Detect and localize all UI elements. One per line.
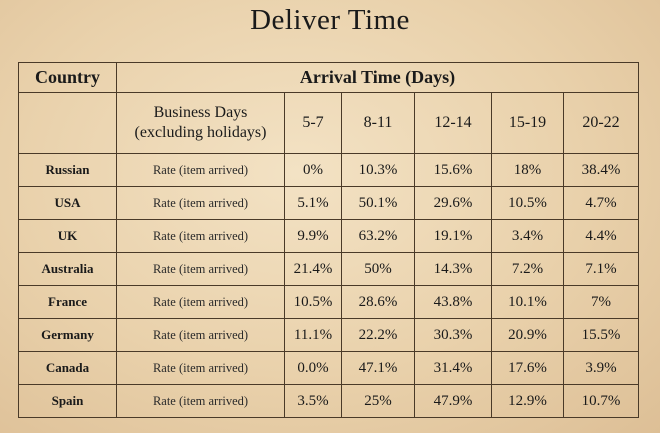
rate-value-cell: 10.5%	[284, 285, 342, 319]
rate-label-cell: Rate (item arrived)	[116, 318, 285, 352]
rate-label-cell: Rate (item arrived)	[116, 252, 285, 286]
range-header: 20-22	[562, 92, 640, 154]
rate-value-cell: 20.9%	[491, 318, 564, 352]
rate-value-cell: 3.4%	[491, 219, 564, 253]
rate-value-cell: 38.4%	[562, 153, 640, 187]
table-row: France Rate (item arrived) 10.5% 28.6% 43.8%…	[18, 285, 640, 319]
rate-value-cell: 7.2%	[491, 252, 564, 286]
business-days-line1: Business Days	[153, 104, 248, 121]
rate-label-cell: Rate (item arrived)	[116, 153, 285, 187]
rate-value-cell: 18%	[491, 153, 564, 187]
rate-value-cell: 0.0%	[284, 351, 342, 385]
rate-value-cell: 29.6%	[414, 186, 492, 220]
table-body: Russian Rate (item arrived) 0% 10.3% 15.6% 18…	[18, 153, 640, 418]
delivery-time-table: Country Arrival Time (Days) Business Day…	[18, 62, 640, 418]
rate-value-cell: 15.5%	[562, 318, 640, 352]
country-cell: France	[18, 285, 117, 319]
rate-value-cell: 3.5%	[284, 384, 342, 418]
range-header: 12-14	[414, 92, 492, 154]
rate-value-cell: 7.1%	[562, 252, 640, 286]
rate-value-cell: 10.1%	[491, 285, 564, 319]
rate-value-cell: 4.4%	[562, 219, 640, 253]
country-cell: Germany	[18, 318, 117, 352]
rate-label-cell: Rate (item arrived)	[116, 384, 285, 418]
rate-value-cell: 3.9%	[562, 351, 640, 385]
rate-label-cell: Rate (item arrived)	[116, 219, 285, 253]
rate-value-cell: 63.2%	[341, 219, 415, 253]
arrival-time-header: Arrival Time (Days)	[115, 62, 640, 93]
rate-label-cell: Rate (item arrived)	[116, 351, 285, 385]
table-row: Canada Rate (item arrived) 0.0% 47.1% 31.4% 1…	[18, 351, 640, 385]
country-cell: Spain	[18, 384, 117, 418]
page-title: Deliver Time	[250, 4, 410, 36]
rate-value-cell: 31.4%	[414, 351, 492, 385]
rate-value-cell: 7%	[562, 285, 640, 319]
country-cell: UK	[18, 219, 117, 253]
rate-value-cell: 50.1%	[341, 186, 415, 220]
rate-value-cell: 10.3%	[341, 153, 415, 187]
table-row: Spain Rate (item arrived) 3.5% 25% 47.9% 12.9…	[18, 384, 640, 418]
rate-value-cell: 10.5%	[491, 186, 564, 220]
range-header: 15-19	[491, 92, 564, 154]
rate-value-cell: 14.3%	[414, 252, 492, 286]
rate-value-cell: 28.6%	[341, 285, 415, 319]
rate-value-cell: 47.9%	[414, 384, 492, 418]
country-cell: Australia	[18, 252, 117, 286]
rate-value-cell: 4.7%	[562, 186, 640, 220]
subheader-row: Business Days (excluding holidays) 5-7 8…	[18, 92, 640, 154]
rate-value-cell: 25%	[341, 384, 415, 418]
rate-value-cell: 0%	[284, 153, 342, 187]
rate-value-cell: 15.6%	[414, 153, 492, 187]
business-days-line2: (excluding holidays)	[134, 124, 267, 141]
rate-value-cell: 10.7%	[562, 384, 640, 418]
table-row: Australia Rate (item arrived) 21.4% 50% 14.3…	[18, 252, 640, 286]
rate-value-cell: 19.1%	[414, 219, 492, 253]
table-row: UK Rate (item arrived) 9.9% 63.2% 19.1% 3.4% 4…	[18, 219, 640, 253]
country-cell: Russian	[18, 153, 117, 187]
rate-value-cell: 17.6%	[491, 351, 564, 385]
country-cell: Canada	[18, 351, 117, 385]
rate-value-cell: 5.1%	[284, 186, 342, 220]
rate-value-cell: 47.1%	[341, 351, 415, 385]
rate-value-cell: 50%	[341, 252, 415, 286]
table-row: Germany Rate (item arrived) 11.1% 22.2% 30.3…	[18, 318, 640, 352]
rate-label-cell: Rate (item arrived)	[116, 186, 285, 220]
rate-value-cell: 30.3%	[414, 318, 492, 352]
country-cell: USA	[18, 186, 117, 220]
header-row: Country Arrival Time (Days)	[18, 62, 640, 93]
rate-value-cell: 11.1%	[284, 318, 342, 352]
business-days-header: Business Days (excluding holidays)	[116, 92, 285, 154]
table-row: USA Rate (item arrived) 5.1% 50.1% 29.6% 10.5…	[18, 186, 640, 220]
rate-value-cell: 9.9%	[284, 219, 342, 253]
rate-label-cell: Rate (item arrived)	[116, 285, 285, 319]
table-row: Russian Rate (item arrived) 0% 10.3% 15.6% 18…	[18, 153, 640, 187]
rate-value-cell: 21.4%	[284, 252, 342, 286]
range-header: 5-7	[284, 92, 342, 154]
rate-value-cell: 22.2%	[341, 318, 415, 352]
country-column-header: Country	[18, 62, 117, 93]
rate-value-cell: 12.9%	[491, 384, 564, 418]
rate-value-cell: 43.8%	[414, 285, 492, 319]
empty-header-cell	[18, 92, 117, 154]
range-header: 8-11	[341, 92, 415, 154]
